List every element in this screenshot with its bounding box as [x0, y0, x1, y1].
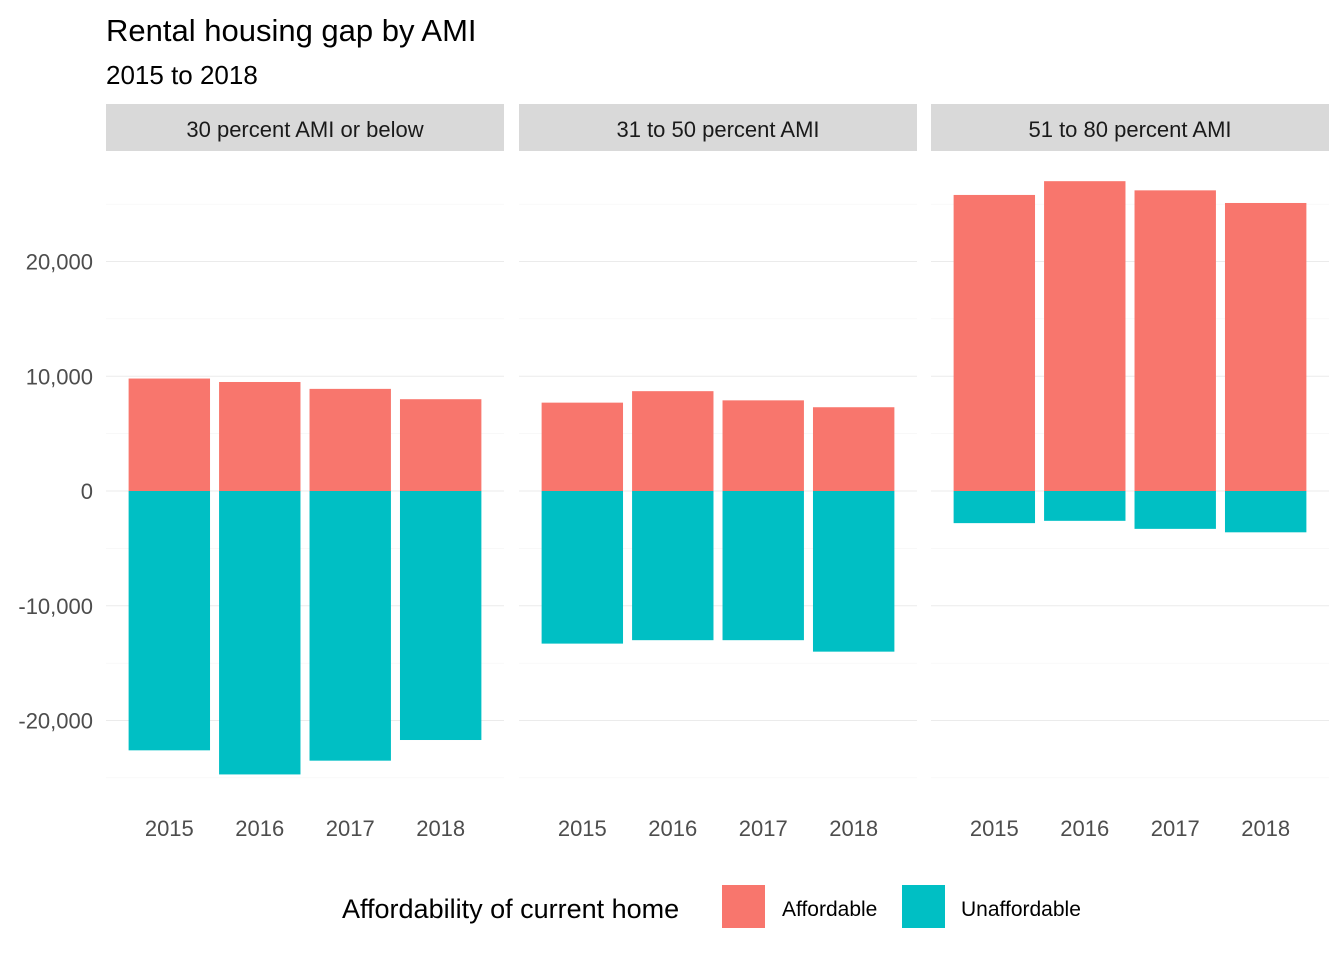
bar-affordable-2016	[632, 391, 714, 491]
legend-title: Affordability of current home	[342, 894, 679, 924]
bar-affordable-2016	[1044, 181, 1126, 492]
bar-unaffordable-2018	[1224, 491, 1307, 533]
bar-unaffordable-2018	[399, 491, 482, 741]
x-tick-label: 2017	[739, 816, 788, 841]
bar-unaffordable-2016	[219, 491, 301, 775]
x-tick-label: 2016	[235, 816, 284, 841]
y-tick-label: -10,000	[18, 594, 93, 619]
facet-panel: 31 to 50 percent AMI 2015 2016 2017 2018	[519, 104, 917, 841]
legend-key-affordable	[722, 885, 765, 928]
facet-strip-label: 31 to 50 percent AMI	[616, 117, 819, 142]
bar-unaffordable-2015	[541, 491, 624, 644]
y-tick-label: -20,000	[18, 709, 93, 734]
x-tick-label: 2016	[648, 816, 697, 841]
facet-strip-label: 30 percent AMI or below	[186, 117, 423, 142]
bar-unaffordable-2017	[309, 491, 391, 761]
bar-unaffordable-2016	[1044, 491, 1126, 521]
facet-strip	[519, 104, 917, 151]
bar-affordable-2015	[953, 194, 1036, 491]
bar-unaffordable-2015	[953, 491, 1036, 524]
bar-affordable-2017	[722, 400, 804, 491]
facet-strip	[931, 104, 1329, 151]
legend-key-unaffordable	[902, 885, 945, 928]
legend-label-unaffordable: Unaffordable	[961, 898, 1081, 921]
x-tick-label: 2017	[1151, 816, 1200, 841]
bar-unaffordable-2018	[812, 491, 895, 652]
x-tick-label: 2016	[1060, 816, 1109, 841]
bar-affordable-2015	[128, 378, 211, 491]
legend-label-affordable: Affordable	[782, 898, 877, 921]
bar-affordable-2017	[309, 388, 391, 491]
x-tick-label: 2018	[1241, 816, 1290, 841]
chart-title: Rental housing gap by AMI	[106, 13, 477, 48]
y-axis: -20,000 -10,000 0 10,000 20,000	[18, 250, 93, 734]
bar-affordable-2018	[1224, 202, 1307, 492]
facet-panel: 30 percent AMI or below 2015 2016 2017 2018	[106, 104, 504, 841]
bar-unaffordable-2016	[632, 491, 714, 641]
x-tick-label: 2015	[558, 816, 607, 841]
x-tick-label: 2015	[145, 816, 194, 841]
x-tick-label: 2018	[829, 816, 878, 841]
facet-panel: 51 to 80 percent AMI 2015 2016 2017 2018	[931, 104, 1329, 841]
bar-affordable-2017	[1134, 190, 1216, 492]
bar-unaffordable-2017	[722, 491, 804, 641]
bar-affordable-2018	[399, 399, 482, 491]
bar-affordable-2016	[219, 381, 301, 491]
bar-affordable-2018	[812, 407, 895, 491]
bar-unaffordable-2015	[128, 491, 211, 751]
x-tick-label: 2018	[416, 816, 465, 841]
facet-strip	[106, 104, 504, 151]
y-tick-label: 0	[81, 479, 93, 504]
y-tick-label: 20,000	[26, 250, 93, 275]
bar-affordable-2015	[541, 402, 624, 491]
y-tick-label: 10,000	[26, 364, 93, 389]
legend: Affordability of current home Affordable…	[342, 885, 1081, 928]
x-tick-label: 2015	[970, 816, 1019, 841]
chart-subtitle: 2015 to 2018	[106, 60, 258, 90]
x-tick-label: 2017	[326, 816, 375, 841]
bar-unaffordable-2017	[1134, 491, 1216, 529]
facet-strip-label: 51 to 80 percent AMI	[1028, 117, 1231, 142]
